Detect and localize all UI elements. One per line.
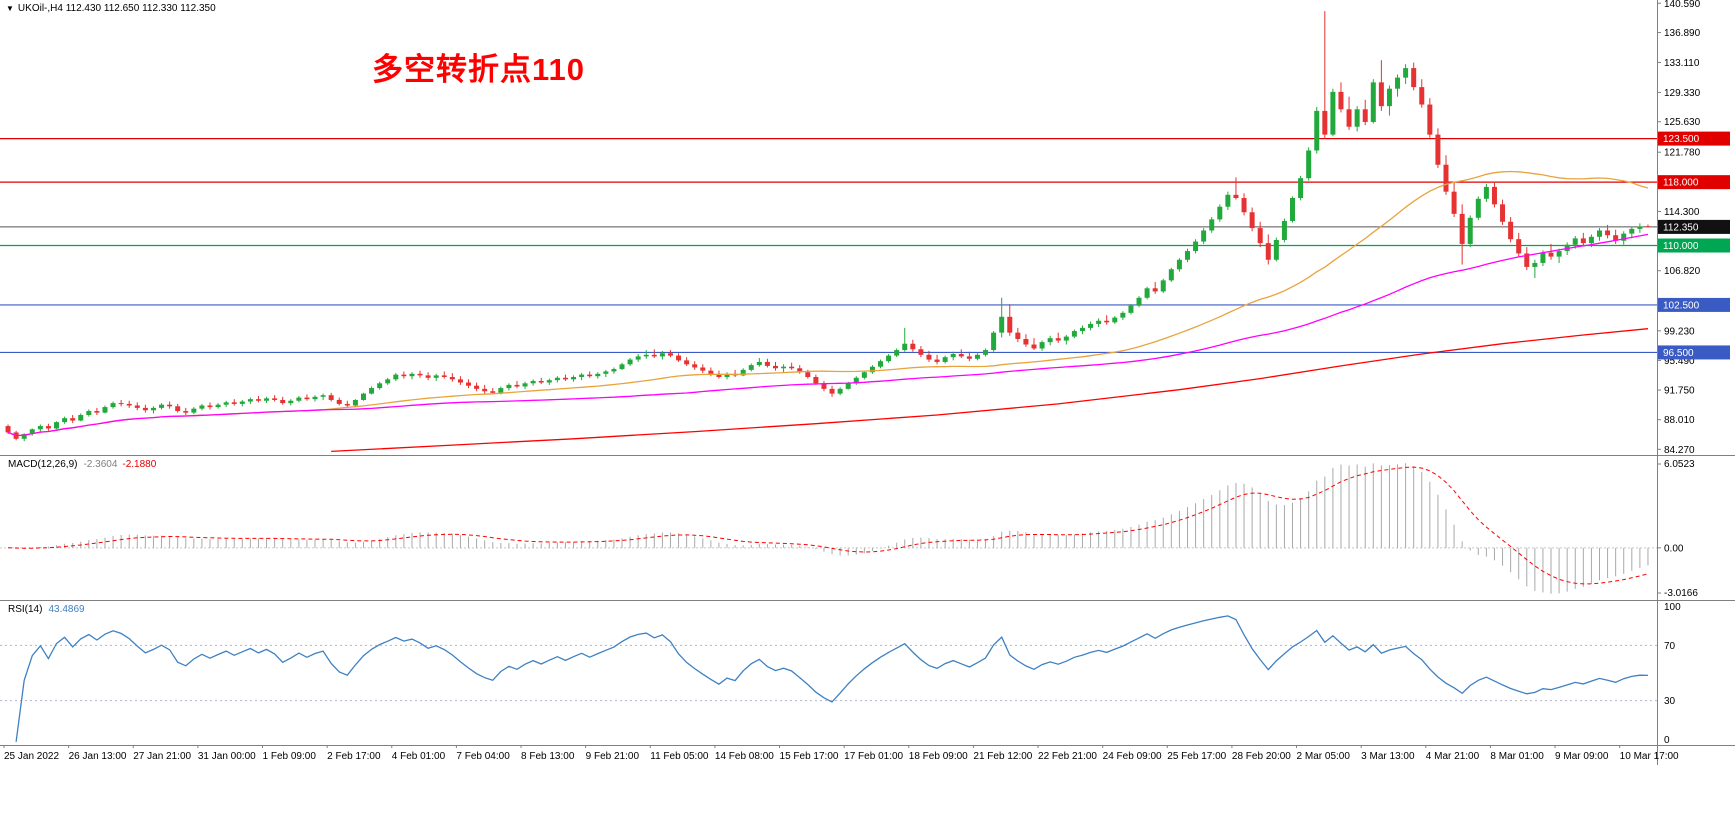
macd-axis-bottom: -3.0166 <box>1664 588 1698 599</box>
macd-histogram <box>15 463 1649 594</box>
price-tick-label: 88.010 <box>1664 415 1695 426</box>
macd-name: MACD(12,26,9) <box>8 459 78 470</box>
rsi-indicator-label: RSI(14) 43.4869 <box>8 604 85 615</box>
macd-indicator-label: MACD(12,26,9) -2.3604 -2.1880 <box>8 459 156 470</box>
time-tick-label: 15 Feb 17:00 <box>780 751 839 762</box>
rsi-line <box>15 615 1649 742</box>
time-tick-label: 9 Mar 09:00 <box>1555 751 1609 762</box>
time-tick-label: 14 Feb 08:00 <box>715 751 774 762</box>
rsi-axis-100: 100 <box>1664 602 1681 613</box>
chart-dropdown-icon[interactable]: ▼ <box>6 4 14 13</box>
rsi-value: 43.4869 <box>48 604 85 615</box>
symbol-info: ▼ UKOil-,H4 112.430 112.650 112.330 112.3… <box>6 3 216 14</box>
time-tick-label: 3 Mar 13:00 <box>1361 751 1415 762</box>
time-axis-surface[interactable] <box>0 745 1657 767</box>
time-tick-label: 22 Feb 21:00 <box>1038 751 1097 762</box>
time-tick-label: 9 Feb 21:00 <box>586 751 640 762</box>
price-tick-label: 140.590 <box>1664 0 1701 10</box>
price-tick-label: 84.270 <box>1664 445 1695 456</box>
time-tick-label: 4 Mar 21:00 <box>1426 751 1480 762</box>
price-badge <box>1658 345 1730 360</box>
time-tick-label: 31 Jan 00:00 <box>198 751 256 762</box>
time-tick-label: 27 Jan 21:00 <box>133 751 191 762</box>
chart-annotation: 多空转折点110 <box>372 52 586 87</box>
main-chart-surface[interactable] <box>0 0 1657 455</box>
time-tick-label: 28 Feb 20:00 <box>1232 751 1291 762</box>
time-tick-label: 24 Feb 09:00 <box>1103 751 1162 762</box>
time-tick-label: 8 Feb 13:00 <box>521 751 575 762</box>
time-tick-label: 2 Feb 17:00 <box>327 751 381 762</box>
price-badge <box>1658 175 1730 190</box>
time-tick-label: 4 Feb 01:00 <box>392 751 446 762</box>
rsi-axis-0: 0 <box>1664 735 1670 746</box>
price-badge <box>1658 238 1730 253</box>
time-tick-label: 11 Feb 05:00 <box>650 751 709 762</box>
horizontal-level-lines <box>0 137 1657 354</box>
time-tick-label: 2 Mar 05:00 <box>1297 751 1351 762</box>
macd-signal-line <box>7 466 1649 585</box>
price-badge-label: 96.500 <box>1663 348 1694 359</box>
price-badge-label: 102.500 <box>1663 300 1700 311</box>
time-tick-label: 10 Mar 17:00 <box>1620 751 1679 762</box>
price-tick-label: 125.630 <box>1664 117 1701 128</box>
price-tick-label: 136.890 <box>1664 28 1701 39</box>
price-badge <box>1658 131 1730 146</box>
macd-value-signal: -2.1880 <box>122 459 157 470</box>
ma-slow-line <box>331 328 1649 453</box>
time-tick-label: 1 Feb 09:00 <box>263 751 317 762</box>
price-tick-label: 91.750 <box>1664 386 1695 397</box>
price-badge-label: 112.350 <box>1663 222 1699 233</box>
time-tick-label: 25 Feb 17:00 <box>1167 751 1226 762</box>
rsi-axis-30: 30 <box>1664 696 1676 707</box>
rsi-panel-surface[interactable] <box>0 600 1657 745</box>
macd-value-main: -2.3604 <box>83 459 118 470</box>
price-tick-label: 129.330 <box>1664 88 1701 99</box>
time-tick-label: 25 Jan 2022 <box>4 751 59 762</box>
price-badge <box>1658 219 1730 234</box>
macd-panel-surface[interactable] <box>0 455 1657 600</box>
price-tick-label: 99.230 <box>1664 326 1695 337</box>
time-tick-label: 17 Feb 01:00 <box>844 751 903 762</box>
time-tick-label: 7 Feb 04:00 <box>456 751 510 762</box>
price-badge-label: 118.000 <box>1663 178 1699 189</box>
macd-axis-top: 6.0523 <box>1664 459 1695 470</box>
price-tick-label: 133.110 <box>1664 58 1700 69</box>
candlestick-layer <box>5 11 1651 442</box>
time-tick-label: 21 Feb 12:00 <box>973 751 1032 762</box>
rsi-name: RSI(14) <box>8 604 43 615</box>
symbol-ohlc-readout: UKOil-,H4 112.430 112.650 112.330 112.35… <box>17 3 216 14</box>
price-tick-label: 114.300 <box>1664 207 1700 218</box>
price-badge <box>1658 297 1730 312</box>
rsi-axis-70: 70 <box>1664 641 1676 652</box>
macd-axis-zero: 0.00 <box>1664 543 1684 554</box>
time-tick-label: 26 Jan 13:00 <box>69 751 127 762</box>
price-badge-label: 110.000 <box>1663 241 1699 252</box>
price-tick-label: 106.820 <box>1664 266 1701 277</box>
price-axis-surface[interactable] <box>1657 0 1735 745</box>
time-tick-label: 18 Feb 09:00 <box>909 751 968 762</box>
price-tick-label: 121.780 <box>1664 148 1701 159</box>
ma-mid-line <box>7 233 1649 437</box>
price-badge-label: 123.500 <box>1663 134 1700 145</box>
price-tick-label: 95.490 <box>1664 356 1695 367</box>
time-tick-label: 8 Mar 01:00 <box>1490 751 1544 762</box>
